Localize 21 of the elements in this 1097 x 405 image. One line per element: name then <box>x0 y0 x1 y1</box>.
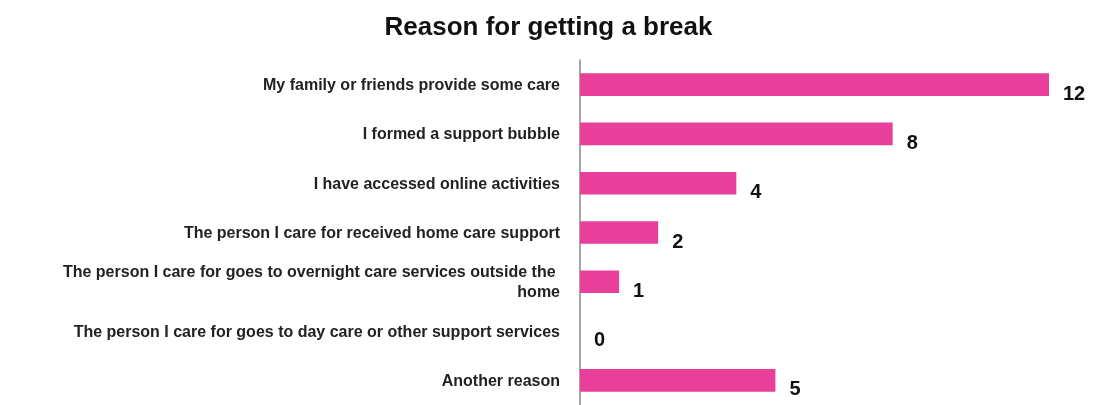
data-label: 0 <box>594 328 606 351</box>
data-label: 12 <box>1063 81 1086 104</box>
chart-title: Reason for getting a break <box>384 11 714 41</box>
y-tick-label: My family or friends provide some care <box>263 76 561 94</box>
data-label: 4 <box>750 180 763 203</box>
bar <box>580 221 659 244</box>
data-label: 2 <box>672 229 684 252</box>
bar <box>580 171 737 195</box>
data-label: 8 <box>906 130 918 153</box>
y-tick-label: The person I care for goes to overnight care services outside the home <box>62 263 561 301</box>
bar <box>580 122 893 146</box>
y-tick-label: The person I care for received home care support <box>183 224 561 241</box>
bar <box>580 369 776 392</box>
y-tick-label: I formed a support bubble <box>362 125 561 143</box>
y-tick-label: The person I care for goes to day care or other support services <box>73 322 561 340</box>
y-tick-label: Another reason <box>441 371 560 389</box>
data-label: 1 <box>633 278 645 301</box>
y-tick-label: I have accessed online activities <box>313 174 561 192</box>
bar <box>580 73 1049 96</box>
data-label: 5 <box>789 377 801 400</box>
bar <box>580 270 620 294</box>
